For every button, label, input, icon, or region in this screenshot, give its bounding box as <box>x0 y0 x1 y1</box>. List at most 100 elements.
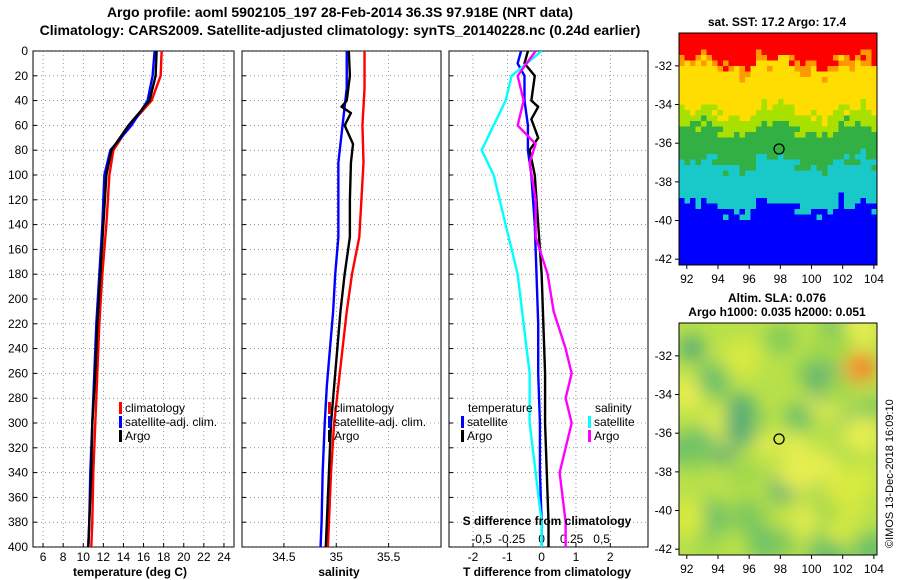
sst-cell <box>838 198 845 204</box>
sst-cell <box>822 181 828 188</box>
sst-cell <box>877 105 883 111</box>
sst-cell <box>855 242 861 248</box>
sst-cell <box>800 66 806 72</box>
sst-cell <box>794 148 801 155</box>
sst-cell <box>811 159 817 166</box>
sst-cell <box>761 55 768 61</box>
sst-cell <box>734 181 740 188</box>
sst-cell <box>783 71 790 78</box>
sst-cell <box>866 82 872 89</box>
sst-cell <box>761 104 768 111</box>
sst-cell <box>734 99 740 105</box>
sst-cell <box>690 258 696 265</box>
sst-cell <box>811 38 817 45</box>
sst-cell <box>712 71 718 78</box>
sst-cell <box>745 110 751 116</box>
sst-cell <box>800 159 806 166</box>
sst-cell <box>717 137 724 144</box>
sst-cell <box>783 82 790 89</box>
series-group <box>480 51 573 547</box>
sst-cell <box>728 159 735 166</box>
sst-cell <box>805 60 812 67</box>
sst-cell <box>794 220 801 226</box>
sst-cell <box>849 77 856 83</box>
sst-cell <box>750 99 757 105</box>
sst-cell <box>761 93 768 100</box>
sst-cell <box>750 44 757 50</box>
x-tick-label: 8 <box>60 550 67 564</box>
sst-cell <box>778 192 784 199</box>
sst-cell <box>717 44 724 50</box>
sst-cell <box>838 170 845 177</box>
sst-cell <box>833 258 839 265</box>
sst-cell <box>695 220 702 226</box>
sst-cell <box>679 38 685 45</box>
sst-cell <box>772 77 779 83</box>
sst-cell <box>811 71 817 78</box>
sst-cell <box>772 93 779 100</box>
sst-cell <box>739 115 746 122</box>
depth-tick-label: 280 <box>8 391 28 405</box>
sst-cell <box>750 55 757 61</box>
sst-cell <box>800 176 806 182</box>
sst-cell <box>728 231 735 237</box>
sst-cell <box>871 77 877 83</box>
sst-cell <box>750 225 757 232</box>
sst-cell <box>761 60 768 67</box>
sst-cell <box>783 99 790 105</box>
sst-cell <box>712 176 718 182</box>
sst-cell <box>844 66 850 72</box>
sst-cell <box>822 198 828 204</box>
sst-cell <box>756 60 762 67</box>
sla-blob <box>679 499 706 537</box>
sst-cell <box>778 203 784 210</box>
figure-title-line1: Argo profile: aoml 5902105_197 28-Feb-20… <box>107 4 573 20</box>
sst-cell <box>679 33 685 39</box>
sst-cell <box>723 71 729 78</box>
sst-cell <box>866 209 872 215</box>
legend-swatch-t-satellite <box>461 416 464 428</box>
sst-cell <box>739 198 746 204</box>
sst-cell <box>805 44 812 50</box>
sst-cell <box>717 176 724 182</box>
sst-cell <box>794 253 801 259</box>
sst-cell <box>761 88 768 94</box>
sst-cell <box>750 71 757 78</box>
sst-cell <box>811 242 817 248</box>
sst-cell <box>822 55 828 61</box>
sst-cell <box>827 110 834 116</box>
sst-cell <box>805 203 812 210</box>
sst-cell <box>833 187 839 193</box>
sst-cell <box>827 159 834 166</box>
sst-cell <box>877 143 883 149</box>
sst-cell <box>756 148 762 155</box>
sst-cell <box>827 38 834 45</box>
sst-cell <box>866 242 872 248</box>
sst-cell <box>712 99 718 105</box>
sst-cell <box>822 187 828 193</box>
sst-cell <box>684 225 691 232</box>
sst-cell <box>695 214 702 221</box>
sst-cell <box>844 247 850 254</box>
sst-cell <box>739 38 746 45</box>
sst-cell <box>794 258 801 265</box>
sst-cell <box>717 253 724 259</box>
sst-cell <box>855 253 861 259</box>
sst-cell <box>756 247 762 254</box>
x-tick-label: 6 <box>40 550 47 564</box>
sst-cell <box>756 236 762 243</box>
sst-cell <box>805 176 812 182</box>
sst-cell <box>833 44 839 50</box>
x-tick-label: 20 <box>177 550 191 564</box>
sst-cell <box>761 159 768 166</box>
sst-cell <box>750 203 757 210</box>
sst-cell <box>717 126 724 133</box>
sst-cell <box>855 132 861 138</box>
sst-cell <box>827 187 834 193</box>
sst-cell <box>871 55 877 61</box>
sst-cell <box>772 176 779 182</box>
sst-cell <box>761 253 768 259</box>
sst-cell <box>761 170 768 177</box>
sst-cell <box>849 181 856 188</box>
sst-cell <box>712 121 718 127</box>
